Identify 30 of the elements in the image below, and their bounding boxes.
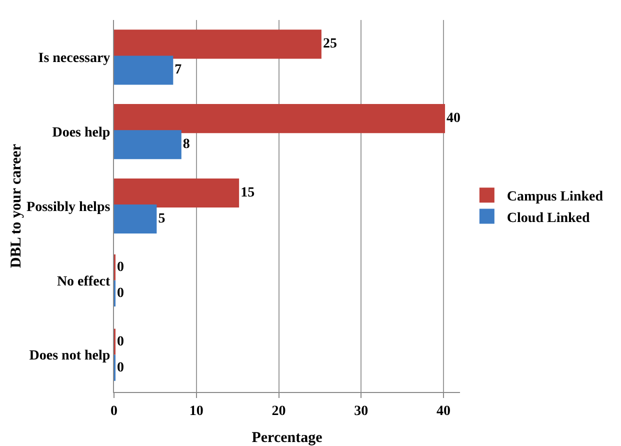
x-tick-label: 30 — [354, 404, 368, 419]
y-axis-title: DBL to your career — [8, 144, 25, 268]
data-label: 40 — [446, 111, 461, 126]
legend-label: Campus Linked — [506, 190, 604, 205]
y-tick-label: Does not help — [29, 348, 110, 364]
bar — [114, 130, 182, 160]
bar — [114, 204, 157, 234]
x-tick-label: 40 — [436, 404, 451, 419]
y-tick-label: Is necessary — [38, 51, 110, 66]
bar — [114, 56, 174, 85]
data-label: 8 — [182, 137, 190, 152]
data-label: 0 — [117, 334, 124, 350]
x-tick-label: 10 — [189, 404, 204, 419]
x-axis-title: Percentage — [252, 430, 323, 446]
x-tick-label: 20 — [272, 404, 286, 419]
data-label: 0 — [117, 260, 124, 275]
data-label: 25 — [322, 36, 337, 52]
data-label: 15 — [240, 185, 255, 200]
x-tick-label: 0 — [110, 404, 118, 419]
data-label: 7 — [174, 62, 182, 78]
data-label: 5 — [158, 212, 166, 227]
y-tick-label: Does help — [52, 126, 110, 140]
data-label: 0 — [117, 286, 124, 301]
data-label: 0 — [117, 360, 124, 376]
bar — [114, 104, 446, 134]
bar — [114, 178, 240, 208]
bar — [114, 30, 322, 59]
legend-label: Cloud Linked — [506, 210, 590, 226]
y-tick-label: Possibly helps — [26, 200, 111, 215]
y-tick-label: No effect — [56, 274, 111, 290]
